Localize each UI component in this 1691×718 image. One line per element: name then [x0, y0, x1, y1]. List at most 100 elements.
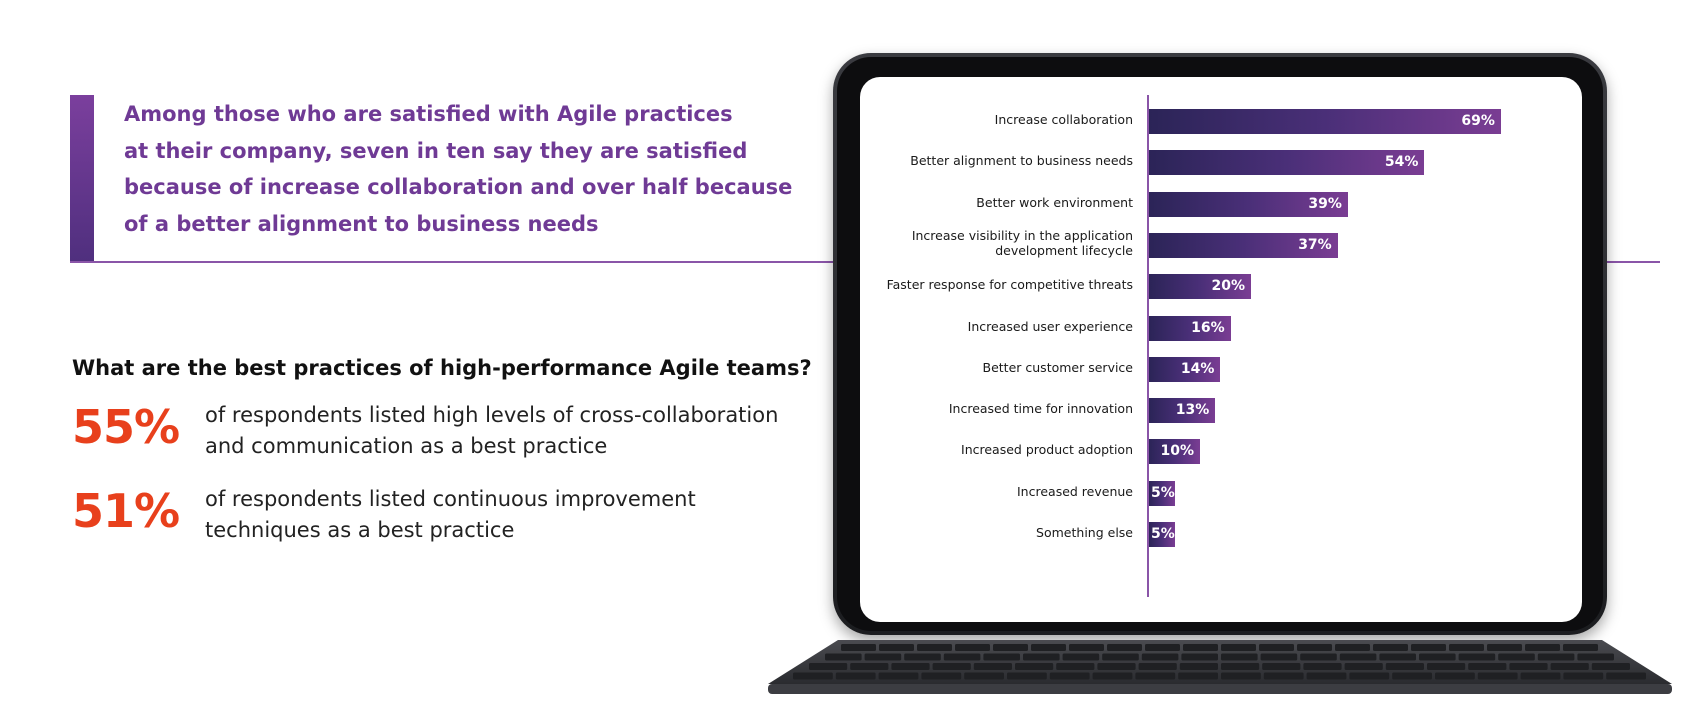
keyboard-key	[1335, 644, 1370, 651]
keyboard-key	[1092, 672, 1133, 680]
keyboard-key	[841, 644, 876, 651]
keyboard-key	[1023, 653, 1060, 661]
bar-value-label: 69%	[1461, 113, 1495, 129]
keyboard-key	[1591, 663, 1630, 670]
keyboard-key	[879, 644, 914, 651]
bar-value-label: 39%	[1308, 195, 1342, 212]
keyboard-key	[878, 672, 919, 680]
keyboard-key	[1297, 644, 1332, 651]
keyboard-key	[1392, 672, 1432, 680]
bar	[1149, 191, 1348, 217]
keyboard-key	[1263, 672, 1304, 680]
keyboard-key	[932, 663, 971, 670]
bar	[1149, 232, 1338, 258]
keyboard	[768, 640, 1672, 694]
bar-label: Increase visibility in the application d…	[911, 228, 1133, 259]
stat-item: 51% of respondents listed continuous imp…	[72, 484, 812, 554]
keyboard-key	[1221, 644, 1256, 651]
keyboard-key	[1477, 672, 1518, 680]
keyboard-key	[1221, 663, 1260, 670]
keyboard-key	[835, 672, 876, 680]
keyboard-key	[1062, 653, 1100, 661]
keyboard-key	[1606, 672, 1646, 680]
keyboard-key	[1303, 663, 1342, 670]
bar-label: Better work environment	[976, 194, 1133, 210]
keyboard-key	[891, 663, 930, 670]
keyboard-key	[1260, 653, 1298, 661]
bar-value-label: 13%	[1175, 402, 1210, 419]
bar-label: Better customer service	[982, 359, 1133, 375]
bar-chart: Increase collaboration 69% Better alignmen…	[860, 77, 1582, 622]
keyboard-key	[1069, 644, 1104, 651]
bar-value-label: 37%	[1298, 236, 1332, 253]
bar-label: Increased user experience	[967, 318, 1133, 334]
bar-label: Faster response for competitive threats	[886, 277, 1133, 293]
keyboard-key	[793, 672, 833, 680]
keyboard-key	[1138, 663, 1177, 670]
keyboard-key	[1179, 663, 1218, 670]
keyboard-key	[1049, 672, 1090, 680]
keyboard-key	[1427, 663, 1466, 670]
keyboard-key	[1525, 644, 1560, 651]
keyboard-key	[850, 663, 889, 670]
keyboard-key	[1537, 653, 1575, 661]
tablet-screen: Increase collaboration 69% Better alignmen…	[860, 77, 1582, 622]
keyboard-key	[1145, 644, 1180, 651]
bar	[1149, 356, 1221, 382]
keyboard-key	[1373, 644, 1408, 651]
keyboard-key	[1520, 672, 1561, 680]
keyboard-key	[1135, 672, 1176, 680]
keyboard-key	[1056, 663, 1095, 670]
bar	[1149, 480, 1175, 506]
stat-value: 51%	[72, 484, 180, 538]
keyboard-key	[864, 653, 902, 661]
keyboard-key	[955, 644, 990, 651]
keyboard-key	[993, 644, 1028, 651]
bar	[1149, 150, 1425, 176]
keyboard-key	[1015, 663, 1054, 670]
bar-value-label: 10%	[1160, 443, 1194, 460]
keyboard-key	[1221, 653, 1258, 661]
keyboard-key	[943, 653, 981, 661]
keyboard-key	[1563, 644, 1598, 651]
keyboard-key	[917, 644, 952, 651]
bar-value-label: 5%	[1151, 526, 1175, 542]
bar-label: Better alignment to business needs	[910, 153, 1133, 169]
keyboard-key	[1550, 663, 1589, 670]
keyboard-key	[1449, 644, 1484, 651]
keyboard-key	[1349, 672, 1390, 680]
bar	[1149, 522, 1175, 547]
bar	[1149, 315, 1231, 341]
keyboard-key	[1259, 644, 1294, 651]
bar-value-label: 54%	[1384, 154, 1419, 171]
keyboard-key	[1379, 653, 1416, 661]
keyboard-key	[1509, 663, 1548, 670]
keyboard-key	[1102, 653, 1139, 661]
chart-axis-line	[1147, 95, 1149, 597]
bar-label: Increased product adoption	[961, 442, 1133, 458]
bar-label: Increased time for innovation	[948, 401, 1133, 417]
bar	[1149, 109, 1501, 134]
keyboard-key	[1563, 672, 1604, 680]
bar-label: Increase collaboration	[994, 112, 1133, 127]
keyboard-key	[1178, 672, 1218, 680]
bar-value-label: 14%	[1180, 360, 1215, 377]
bar-label: Increased revenue	[1017, 483, 1133, 499]
keyboard-key	[1097, 663, 1136, 670]
keyboard-key	[973, 663, 1012, 670]
keyboard-key	[983, 653, 1020, 661]
keyboard-key	[1306, 672, 1347, 680]
keyboard-key	[1339, 653, 1377, 661]
keyboard-key	[1183, 644, 1218, 651]
bar	[1149, 274, 1251, 300]
keyboard-key	[1385, 663, 1424, 670]
keyboard-key	[1007, 672, 1047, 680]
keyboard-key	[1435, 672, 1475, 680]
keyboard-key	[1458, 653, 1496, 661]
keyboard-key	[1107, 644, 1142, 651]
keyboard-key	[809, 663, 848, 670]
keyboard-key	[1181, 653, 1218, 661]
keyboard-key	[1221, 672, 1261, 680]
bar	[1149, 398, 1216, 424]
stat-value: 55%	[72, 400, 180, 454]
